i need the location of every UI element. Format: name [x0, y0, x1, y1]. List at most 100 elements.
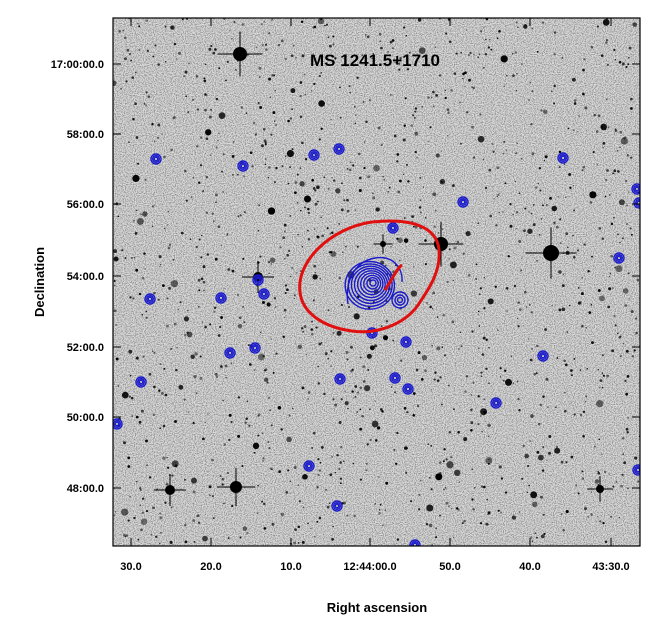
star: [242, 257, 245, 260]
star: [606, 63, 609, 66]
star: [248, 424, 251, 427]
star: [359, 386, 363, 390]
star: [504, 378, 513, 386]
star: [516, 380, 519, 383]
star: [535, 372, 538, 375]
star: [242, 526, 248, 531]
star: [183, 75, 186, 78]
star: [438, 74, 442, 77]
source-contour: [114, 421, 120, 427]
star: [488, 435, 490, 437]
source-contour: [634, 466, 640, 474]
star: [488, 168, 492, 172]
star: [283, 230, 286, 233]
star: [488, 458, 490, 461]
star: [332, 525, 334, 528]
star: [483, 485, 486, 489]
star: [600, 453, 603, 455]
star: [568, 304, 571, 307]
star: [515, 90, 517, 92]
star: [434, 371, 437, 374]
star: [348, 306, 350, 308]
star: [298, 500, 301, 503]
star: [594, 479, 600, 484]
star: [124, 535, 127, 538]
star: [613, 48, 616, 52]
star: [481, 485, 484, 488]
star: [369, 408, 371, 411]
star: [195, 392, 198, 395]
star: [523, 229, 526, 233]
star: [220, 244, 223, 246]
source-contour: [144, 293, 156, 305]
star: [584, 106, 588, 110]
star: [570, 402, 572, 404]
source-contour: [333, 502, 342, 511]
star: [302, 330, 305, 333]
star: [610, 254, 613, 258]
star: [170, 347, 173, 350]
star: [284, 284, 288, 287]
star: [123, 36, 127, 40]
star: [318, 100, 325, 107]
star: [514, 180, 517, 183]
star: [560, 513, 563, 516]
star: [460, 345, 463, 348]
star: [558, 308, 562, 312]
star: [549, 196, 552, 200]
star: [261, 432, 264, 434]
source-contour: [335, 144, 344, 153]
star: [542, 395, 545, 398]
star: [483, 398, 485, 400]
star: [446, 280, 449, 284]
star: [464, 71, 467, 75]
star: [340, 445, 343, 449]
star: [432, 192, 437, 197]
star: [619, 146, 621, 148]
star: [218, 67, 221, 70]
star: [610, 515, 613, 518]
star: [587, 269, 590, 273]
star: [202, 280, 206, 284]
star: [150, 534, 153, 536]
star: [236, 173, 239, 176]
star: [201, 321, 204, 324]
star: [128, 141, 130, 143]
star: [534, 532, 537, 535]
star: [307, 398, 310, 400]
star: [153, 291, 156, 295]
star: [527, 228, 533, 234]
star: [614, 324, 617, 327]
star: [531, 27, 533, 30]
xray-point-source: [633, 197, 640, 209]
star: [127, 456, 131, 460]
star: [206, 253, 210, 256]
x-axis-label: Right ascension: [327, 600, 427, 615]
star: [543, 159, 546, 162]
star: [412, 114, 415, 117]
star: [265, 367, 267, 369]
star: [448, 40, 452, 44]
star: [627, 416, 630, 419]
star: [485, 522, 489, 526]
star: [354, 385, 358, 388]
source-contour: [215, 292, 227, 304]
star: [205, 129, 212, 136]
star: [130, 59, 133, 62]
source-contour: [389, 223, 398, 232]
source-contour: [306, 463, 312, 469]
star: [431, 96, 433, 99]
star: [264, 163, 267, 166]
star: [514, 51, 517, 54]
xray-point-source: [333, 143, 345, 155]
star: [634, 456, 638, 460]
star: [608, 287, 612, 291]
star: [630, 107, 633, 110]
star: [478, 293, 481, 296]
star: [440, 403, 443, 406]
source-contour: [310, 150, 319, 159]
star: [637, 480, 640, 483]
star: [125, 80, 128, 83]
star: [330, 365, 332, 367]
star: [327, 36, 330, 39]
